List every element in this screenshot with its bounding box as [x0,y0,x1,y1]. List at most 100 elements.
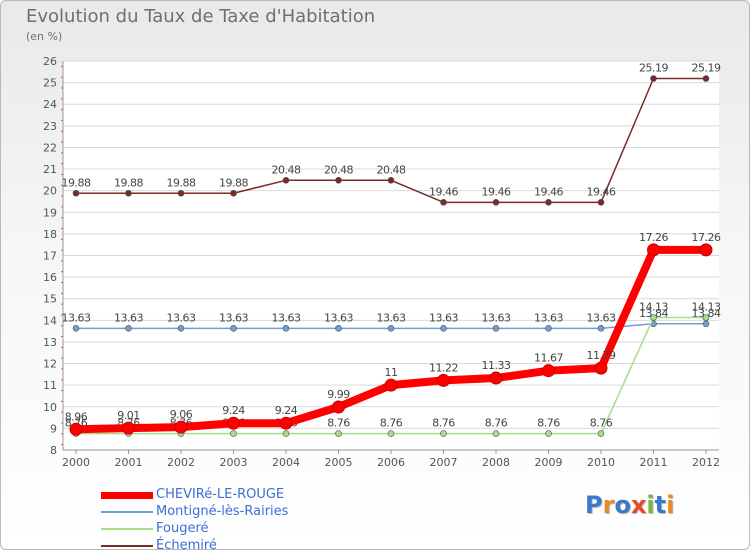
data-point [542,364,555,378]
legend-label: Montigné-lès-Rairies [156,504,289,519]
data-label: 9.99 [327,388,350,401]
data-point [492,325,500,332]
data-point [230,430,237,437]
data-label: 8.76 [485,417,508,430]
proxiti-logo: Proxiti [585,491,675,519]
data-label: 13.63 [587,311,616,324]
data-label: 9.06 [170,408,193,421]
data-point [597,199,605,206]
y-tick-label: 13 [43,336,57,349]
data-point [69,422,83,436]
data-label: 13.63 [62,311,91,324]
data-label: 13.63 [167,311,196,324]
data-label: 19.88 [62,176,91,189]
data-point [122,421,135,435]
y-tick-label: 21 [43,163,57,176]
data-point [440,430,447,437]
data-label: 13.63 [324,311,353,324]
data-label: 11.79 [587,349,616,362]
data-point [597,325,605,332]
data-point [597,430,605,437]
x-tick-label: 2008 [482,456,510,469]
data-point [335,325,342,332]
data-point [545,430,552,437]
data-label: 25.19 [692,62,721,75]
data-point [125,325,132,332]
chart-subtitle: (en %) [26,30,63,43]
data-point [230,189,237,197]
data-point [489,371,503,385]
data-point [702,314,710,321]
y-tick-label: 20 [43,185,57,198]
data-point [335,430,342,437]
data-label: 20.48 [377,163,406,176]
data-point [492,430,500,437]
legend-swatch [101,545,153,547]
data-label: 14.13 [692,301,721,314]
data-point [72,189,80,197]
y-tick-label: 24 [43,98,57,111]
y-tick-label: 23 [43,120,57,133]
x-tick-label: 2011 [640,456,668,469]
data-label: 8.76 [380,417,403,430]
data-point [650,75,657,82]
data-label: 17.26 [639,231,668,244]
legend-swatch [101,492,153,499]
data-point [594,361,608,375]
data-label: 17.26 [692,231,721,244]
legend-swatch [101,528,153,530]
data-label: 13.63 [429,311,458,324]
x-tick-label: 2001 [115,456,143,469]
data-point [650,314,657,321]
data-label: 9.24 [275,404,298,417]
legend-label: Échemiré [156,538,217,550]
y-tick-label: 19 [43,206,57,219]
legend-swatch [101,511,153,513]
y-tick-label: 15 [43,293,57,306]
data-label: 13.63 [377,311,406,324]
y-tick-label: 22 [43,141,57,154]
y-tick-label: 26 [43,55,57,68]
data-label: 13.63 [114,311,143,324]
data-label: 8.76 [537,417,560,430]
x-tick-label: 2000 [62,456,90,469]
data-label: 13.63 [219,311,248,324]
y-tick-label: 14 [43,314,57,327]
y-tick-label: 10 [43,401,57,414]
y-tick-label: 8 [50,444,57,457]
data-point [440,325,447,332]
data-point [335,176,342,184]
data-point [230,325,237,332]
y-tick-label: 17 [43,250,57,263]
data-label: 19.88 [114,176,143,189]
x-tick-label: 2004 [272,456,300,469]
y-tick-label: 18 [43,228,57,241]
data-point [387,176,395,184]
x-tick-label: 2007 [430,456,458,469]
data-label: 11 [385,366,398,379]
data-point [545,325,552,332]
data-point [279,416,293,430]
data-point [72,325,80,332]
data-label: 19.46 [482,185,511,198]
data-label: 19.46 [587,185,616,198]
data-label: 8.76 [327,417,350,430]
data-label: 20.48 [272,163,301,176]
y-tick-label: 11 [43,379,57,392]
data-point [545,199,552,206]
data-point [177,189,185,197]
data-point [492,199,500,206]
x-tick-label: 2006 [377,456,405,469]
data-label: 13.63 [272,311,301,324]
x-tick-label: 2002 [167,456,195,469]
x-tick-label: 2005 [325,456,353,469]
x-tick-label: 2003 [220,456,248,469]
data-label: 14.13 [639,301,668,314]
x-tick-label: 2010 [587,456,615,469]
data-point [282,176,290,184]
data-point [177,325,185,332]
data-point [332,400,345,414]
legend-label: Fougeré [156,521,209,536]
data-label: 13.63 [482,311,511,324]
